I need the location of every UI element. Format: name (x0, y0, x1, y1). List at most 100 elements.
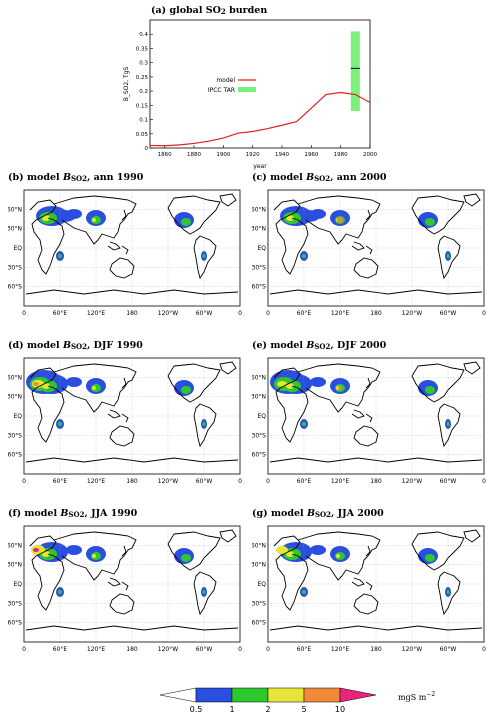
grid-lines (24, 358, 240, 474)
lon-tick-label: 60°W (196, 646, 213, 653)
grid-lines (268, 526, 484, 642)
colorbar-tick-label: 2 (265, 705, 270, 714)
x-tick-label: 1960 (304, 152, 318, 158)
lon-tick-label: 180 (370, 646, 382, 653)
lon-tick-label: 60°W (196, 478, 213, 485)
concentration-blob (66, 545, 82, 555)
concentration-blob (425, 554, 435, 562)
map-title-djf2000: (e) model BSO2, DJF 2000 (252, 340, 387, 351)
map-jja2000: 0 60°E 120°E 180 120°W 60°W 0 60°N 30°N EQ 30°S 60°… (252, 525, 486, 653)
plot-frame (149, 19, 371, 149)
lon-tick-label: 120°W (402, 310, 422, 317)
lat-tick-label: 30°N (8, 226, 22, 233)
lon-tick-label: 120°W (158, 478, 178, 485)
lat-tick-label: 30°S (8, 432, 22, 439)
y-tick-label: 0.4 (139, 32, 148, 38)
lat-tick-label: 30°S (8, 600, 22, 607)
map-jja1990: 0 60°E 120°E 180 120°W 60°W 0 60°N 30°N EQ 30°S 60°… (8, 525, 242, 653)
lat-tick-label: EQ (13, 245, 22, 252)
x-tick-label: 1980 (334, 152, 348, 158)
y-tick-label: 0.1 (139, 118, 148, 124)
concentration-blob (425, 386, 435, 394)
lat-tick-label: 60°N (8, 206, 22, 213)
concentration-blob (52, 210, 76, 222)
grid-lines (268, 190, 484, 306)
lat-tick-label: 30°N (252, 226, 266, 233)
colorbar-tick-label: 0.5 (190, 705, 203, 714)
model-series-line (149, 91, 371, 147)
x-tick-label: 2000 (363, 152, 377, 158)
lon-tick-label: 60°E (53, 478, 68, 485)
colorbar-ticks: 0.5 1 2 5 10 (190, 705, 345, 714)
x-axis-label: year (253, 163, 267, 170)
lon-tick-label: 180 (370, 478, 382, 485)
legend-model-label: model (216, 77, 235, 84)
x-ticks: 1860 1880 1900 1920 1940 1960 1980 2000 (158, 145, 377, 158)
lat-tick-label: EQ (13, 581, 22, 588)
concentration-blob (336, 554, 340, 558)
lat-tick-label: 60°S (252, 620, 266, 627)
legend-ipcc-label: IPCC TAR (208, 87, 235, 94)
lat-tick-label: EQ (257, 413, 266, 420)
colorbar-cell (195, 687, 233, 703)
top-title-sub: 2 (220, 7, 226, 16)
lon-tick-label: 0 (266, 646, 270, 653)
lon-tick-label: 0 (482, 478, 486, 485)
lon-tick-label: 0 (482, 310, 486, 317)
concentration-blob (276, 546, 288, 554)
top-title-prefix: (a) global SO (151, 5, 221, 16)
concentration-blob (92, 386, 96, 390)
colorbar-tick-label: 10 (335, 705, 345, 714)
y-tick-label: 0.15 (136, 103, 149, 109)
model-series-points (150, 93, 370, 146)
concentration-blob (92, 218, 96, 222)
concentration-blob (277, 381, 287, 387)
lon-tick-label: 180 (370, 310, 382, 317)
lon-tick-label: 60°W (440, 478, 457, 485)
lon-tick-label: 120°E (331, 310, 349, 317)
y-tick-label: 0 (145, 146, 149, 152)
lon-tick-label: 60°W (440, 310, 457, 317)
concentration-blob (310, 545, 326, 555)
lat-tick-label: EQ (257, 581, 266, 588)
y-tick-label: 0.25 (136, 75, 149, 81)
lon-tick-label: 120°E (331, 646, 349, 653)
lon-tick-label: 60°E (53, 310, 68, 317)
concentration-blob (425, 218, 435, 226)
legend: model IPCC TAR (208, 77, 256, 94)
lon-tick-label: 180 (126, 310, 138, 317)
lon-tick-label: 60°E (297, 646, 312, 653)
map-djf2000: 0 60°E 120°E 180 120°W 60°W 0 60°N 30°N EQ 30°S 60°… (252, 357, 486, 485)
lon-tick-label: 120°E (87, 310, 105, 317)
lon-tick-label: 60°E (53, 646, 68, 653)
global-so2-burden-chart: 0 0.05 0.1 0.15 0.2 0.25 0.3 0.35 0.4 1860 1880 19… (123, 19, 377, 170)
lat-tick-label: 30°N (252, 394, 266, 401)
top-chart-title: (a) global SO2 burden (151, 5, 267, 16)
grid-lines (24, 526, 240, 642)
x-tick-label: 1880 (187, 152, 201, 158)
top-title-suffix: burden (225, 5, 268, 16)
grid-lines (24, 190, 240, 306)
colorbar-tick-label: 1 (229, 705, 234, 714)
lon-tick-label: 120°W (402, 646, 422, 653)
lon-tick-label: 60°E (297, 310, 312, 317)
x-tick-label: 1920 (246, 152, 260, 158)
x-tick-label: 1900 (216, 152, 230, 158)
lon-tick-label: 120°W (158, 646, 178, 653)
concentration-blob (181, 386, 191, 394)
grid-lines (268, 358, 484, 474)
lat-tick-label: 60°S (8, 620, 22, 627)
lat-tick-label: 60°N (8, 374, 22, 381)
map-ann1990: 0 60°E 120°E 180 120°W 60°W 0 60°N 30°N EQ 30°S 60°… (8, 189, 242, 317)
map-title-djf1990: (d) model BSO2, DJF 1990 (8, 340, 143, 351)
lon-tick-label: 0 (266, 478, 270, 485)
colorbar-cell (303, 687, 341, 703)
lat-tick-label: 60°N (252, 542, 266, 549)
lat-tick-label: 60°S (252, 284, 266, 291)
colorbar-cells (159, 687, 377, 703)
concentration-blob (66, 377, 82, 387)
map-title-ann2000: (c) model BSO2, ann 2000 (252, 172, 387, 183)
y-tick-label: 0.3 (139, 61, 148, 67)
lon-tick-label: 0 (238, 478, 242, 485)
lat-tick-label: 60°S (8, 452, 22, 459)
